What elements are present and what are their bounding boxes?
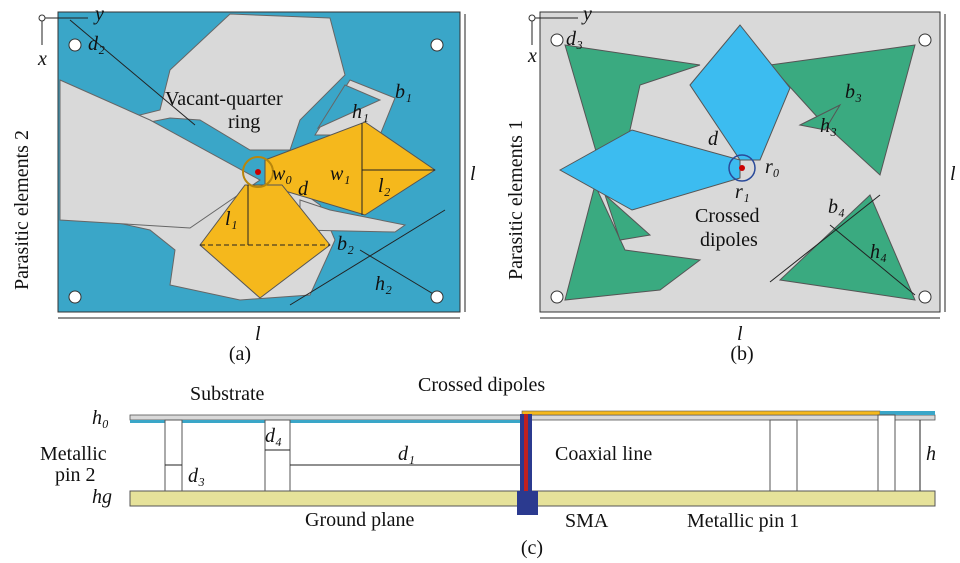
origin (39, 15, 45, 21)
label: h₃ (820, 115, 837, 137)
label: d₂ (88, 33, 105, 55)
label: b₁ (395, 81, 412, 103)
pin (165, 420, 182, 491)
pin (770, 420, 797, 491)
label: d₄ (265, 425, 282, 447)
label: h₂ (375, 273, 392, 295)
label: b₄ (828, 196, 845, 218)
hole (431, 291, 443, 303)
antenna-diagram: y x d₂ Vacant-quarter ring b₁ h₁ w₀ w₁ l… (0, 0, 960, 563)
hole (431, 39, 443, 51)
label: r₁ (735, 181, 750, 203)
label: h₄ (870, 241, 887, 263)
substrate-layer (130, 415, 935, 420)
label: Crossed dipoles (418, 374, 545, 396)
label: Substrate (190, 383, 265, 405)
hole (69, 291, 81, 303)
crossed-dipole-strip (522, 411, 880, 415)
label: h₀ (92, 407, 109, 429)
sma (517, 491, 538, 515)
label: SMA (565, 510, 609, 532)
caption: (b) (730, 343, 753, 365)
label: r₀ (765, 156, 780, 178)
label: x (37, 48, 47, 70)
label: Parasitic elements 2 (11, 130, 33, 290)
parasitic-strip (880, 411, 935, 415)
label: h (926, 443, 936, 465)
hole (551, 34, 563, 46)
label: Coaxial line (555, 443, 652, 465)
caption: (a) (229, 343, 251, 365)
label: pin 2 (55, 464, 96, 486)
label: b₂ (337, 233, 354, 255)
label: h₁ (352, 101, 369, 123)
label: x (527, 45, 537, 67)
label: Ground plane (305, 509, 415, 531)
label: y (581, 3, 592, 25)
label: dipoles (700, 229, 758, 251)
label: Metallic (40, 443, 107, 465)
label: y (93, 3, 104, 25)
origin (529, 15, 535, 21)
label: ring (228, 111, 260, 133)
pin (878, 415, 895, 491)
label: hg (92, 486, 112, 508)
parasitic-strip (130, 420, 525, 423)
label: l (737, 323, 743, 345)
hole (551, 291, 563, 303)
caption: (c) (521, 537, 543, 559)
label: d (708, 128, 719, 150)
label: l (470, 163, 476, 185)
label: d₃ (188, 465, 205, 487)
label: Parasitic elements 1 (505, 120, 527, 280)
label: d₃ (566, 28, 583, 50)
label: Vacant-quarter (165, 88, 283, 110)
label: Crossed (695, 205, 759, 227)
label: Metallic pin 1 (687, 510, 799, 532)
hole (69, 39, 81, 51)
label: d (298, 178, 309, 200)
label: d₁ (398, 443, 415, 465)
label: l (255, 323, 261, 345)
label: w₀ (272, 163, 292, 185)
label: w₁ (330, 163, 350, 185)
label: l₂ (378, 175, 391, 197)
label: l₁ (225, 208, 238, 230)
hole (919, 291, 931, 303)
label: b₃ (845, 81, 862, 103)
label: l (950, 163, 956, 185)
hole (919, 34, 931, 46)
feed-point (255, 169, 261, 175)
feed-point (739, 165, 745, 171)
coaxial-core (524, 414, 528, 492)
